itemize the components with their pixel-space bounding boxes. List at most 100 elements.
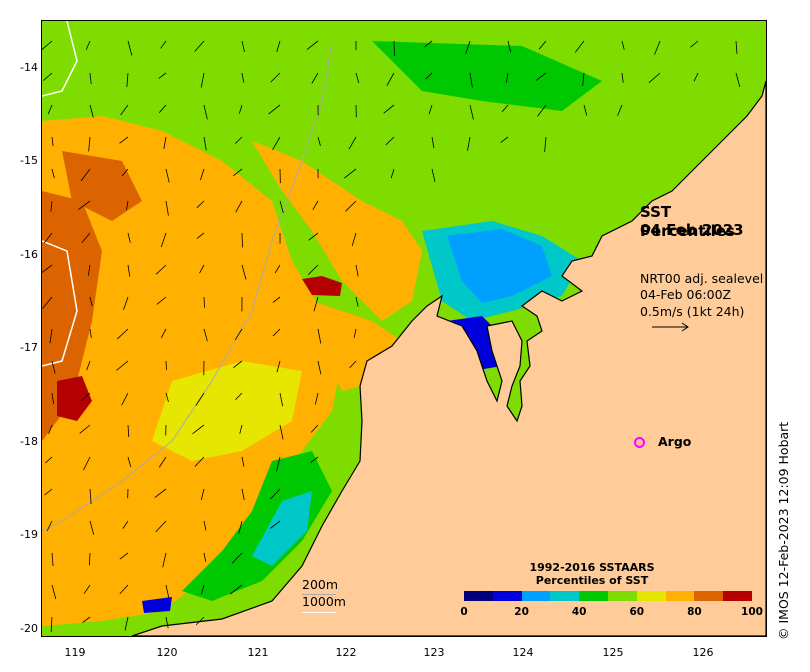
current-vector [43,72,53,81]
current-vector [42,296,53,309]
current-vector [310,424,319,433]
current-vector [355,72,360,84]
current-vector [317,360,322,375]
current-vector [122,520,129,529]
colorbar-tick-label: 40 [571,606,587,618]
colorbar-tick-label: 20 [514,606,529,618]
current-vector [192,424,205,435]
current-vector [312,200,319,210]
current-vector [42,40,53,50]
current-vectors [42,40,741,632]
current-vector [313,296,319,312]
current-vector [270,488,281,500]
contour-200m-label: 200m [302,577,339,592]
current-vector [50,616,53,632]
current-vector [583,104,588,116]
current-vector [79,424,91,434]
current-vector [469,72,473,88]
current-vector [621,40,625,50]
current-vector [654,40,661,55]
x-tick-label: 125 [602,646,624,659]
map-panel[interactable]: SST Percentiles 04 Feb 2023 NRT00 adj. s… [41,20,767,637]
current-vector [47,104,53,115]
current-vector [693,72,699,82]
current-vector [343,168,357,179]
current-vector [194,456,205,467]
current-vector [349,360,357,369]
current-vector [233,360,243,368]
current-vector [574,40,585,53]
current-vector [617,104,623,116]
current-vector [424,40,433,48]
current-vector [50,200,53,212]
current-vector [165,584,170,599]
current-vector [83,456,91,471]
current-vector [158,72,167,79]
current-vector [235,200,243,213]
current-vector [308,232,319,241]
current-vector [51,584,57,600]
current-vector [127,456,132,468]
current-vector [49,328,53,344]
y-tick-label: -14 [20,61,38,74]
y-tick-label: -16 [20,248,38,261]
current-vector [89,72,92,85]
yellow-band [152,361,302,461]
current-vector [200,168,205,181]
hot-anomaly-west-2 [62,151,142,221]
current-vector [465,40,471,54]
current-vector [279,424,284,440]
current-vector [234,136,243,144]
current-vector [307,264,319,276]
current-vector [89,552,91,566]
current-vector [158,104,167,113]
colorbar-swatch [636,591,666,601]
current-vector [386,72,395,86]
current-vector [353,328,357,338]
x-tick-label: 121 [247,646,269,659]
current-vector [195,392,205,406]
current-vector [51,168,55,179]
current-vector [119,552,129,560]
current-vector [431,168,436,182]
current-vector [311,72,319,84]
current-vector [51,552,54,567]
current-vector [127,264,131,277]
current-vector [355,296,359,307]
current-vector [89,328,92,338]
current-vector [279,392,284,407]
current-vector [121,168,129,177]
land-mass [131,80,766,636]
contour-200m-swatch [302,594,336,595]
current-vector [203,104,208,120]
current-vector [233,168,243,177]
colorbar-swatch [665,591,695,601]
current-vector [165,168,170,183]
y-tick-label: -18 [20,435,38,448]
current-vector [535,72,547,81]
current-vector [306,40,319,50]
current-vector [203,136,207,151]
current-vector [582,72,585,86]
current-vector [82,616,91,623]
current-vector [505,72,509,84]
colorbar-swatch [694,591,724,601]
current-vector [45,456,53,464]
current-vector [87,264,91,276]
current-vector [735,72,741,87]
current-vector [200,488,205,500]
current-vector [89,104,94,118]
current-vector [390,168,395,179]
current-vector [201,584,205,595]
current-vector [196,232,205,239]
current-vector [272,136,281,151]
current-vector [348,136,357,150]
colorbar-swatch [607,591,637,601]
current-vector [355,264,359,277]
y-tick-label: -20 [20,622,38,635]
current-vector [127,40,133,56]
current-vector [120,104,129,116]
current-vector [469,104,474,120]
current-vector [116,360,129,371]
current-vector [648,72,661,84]
